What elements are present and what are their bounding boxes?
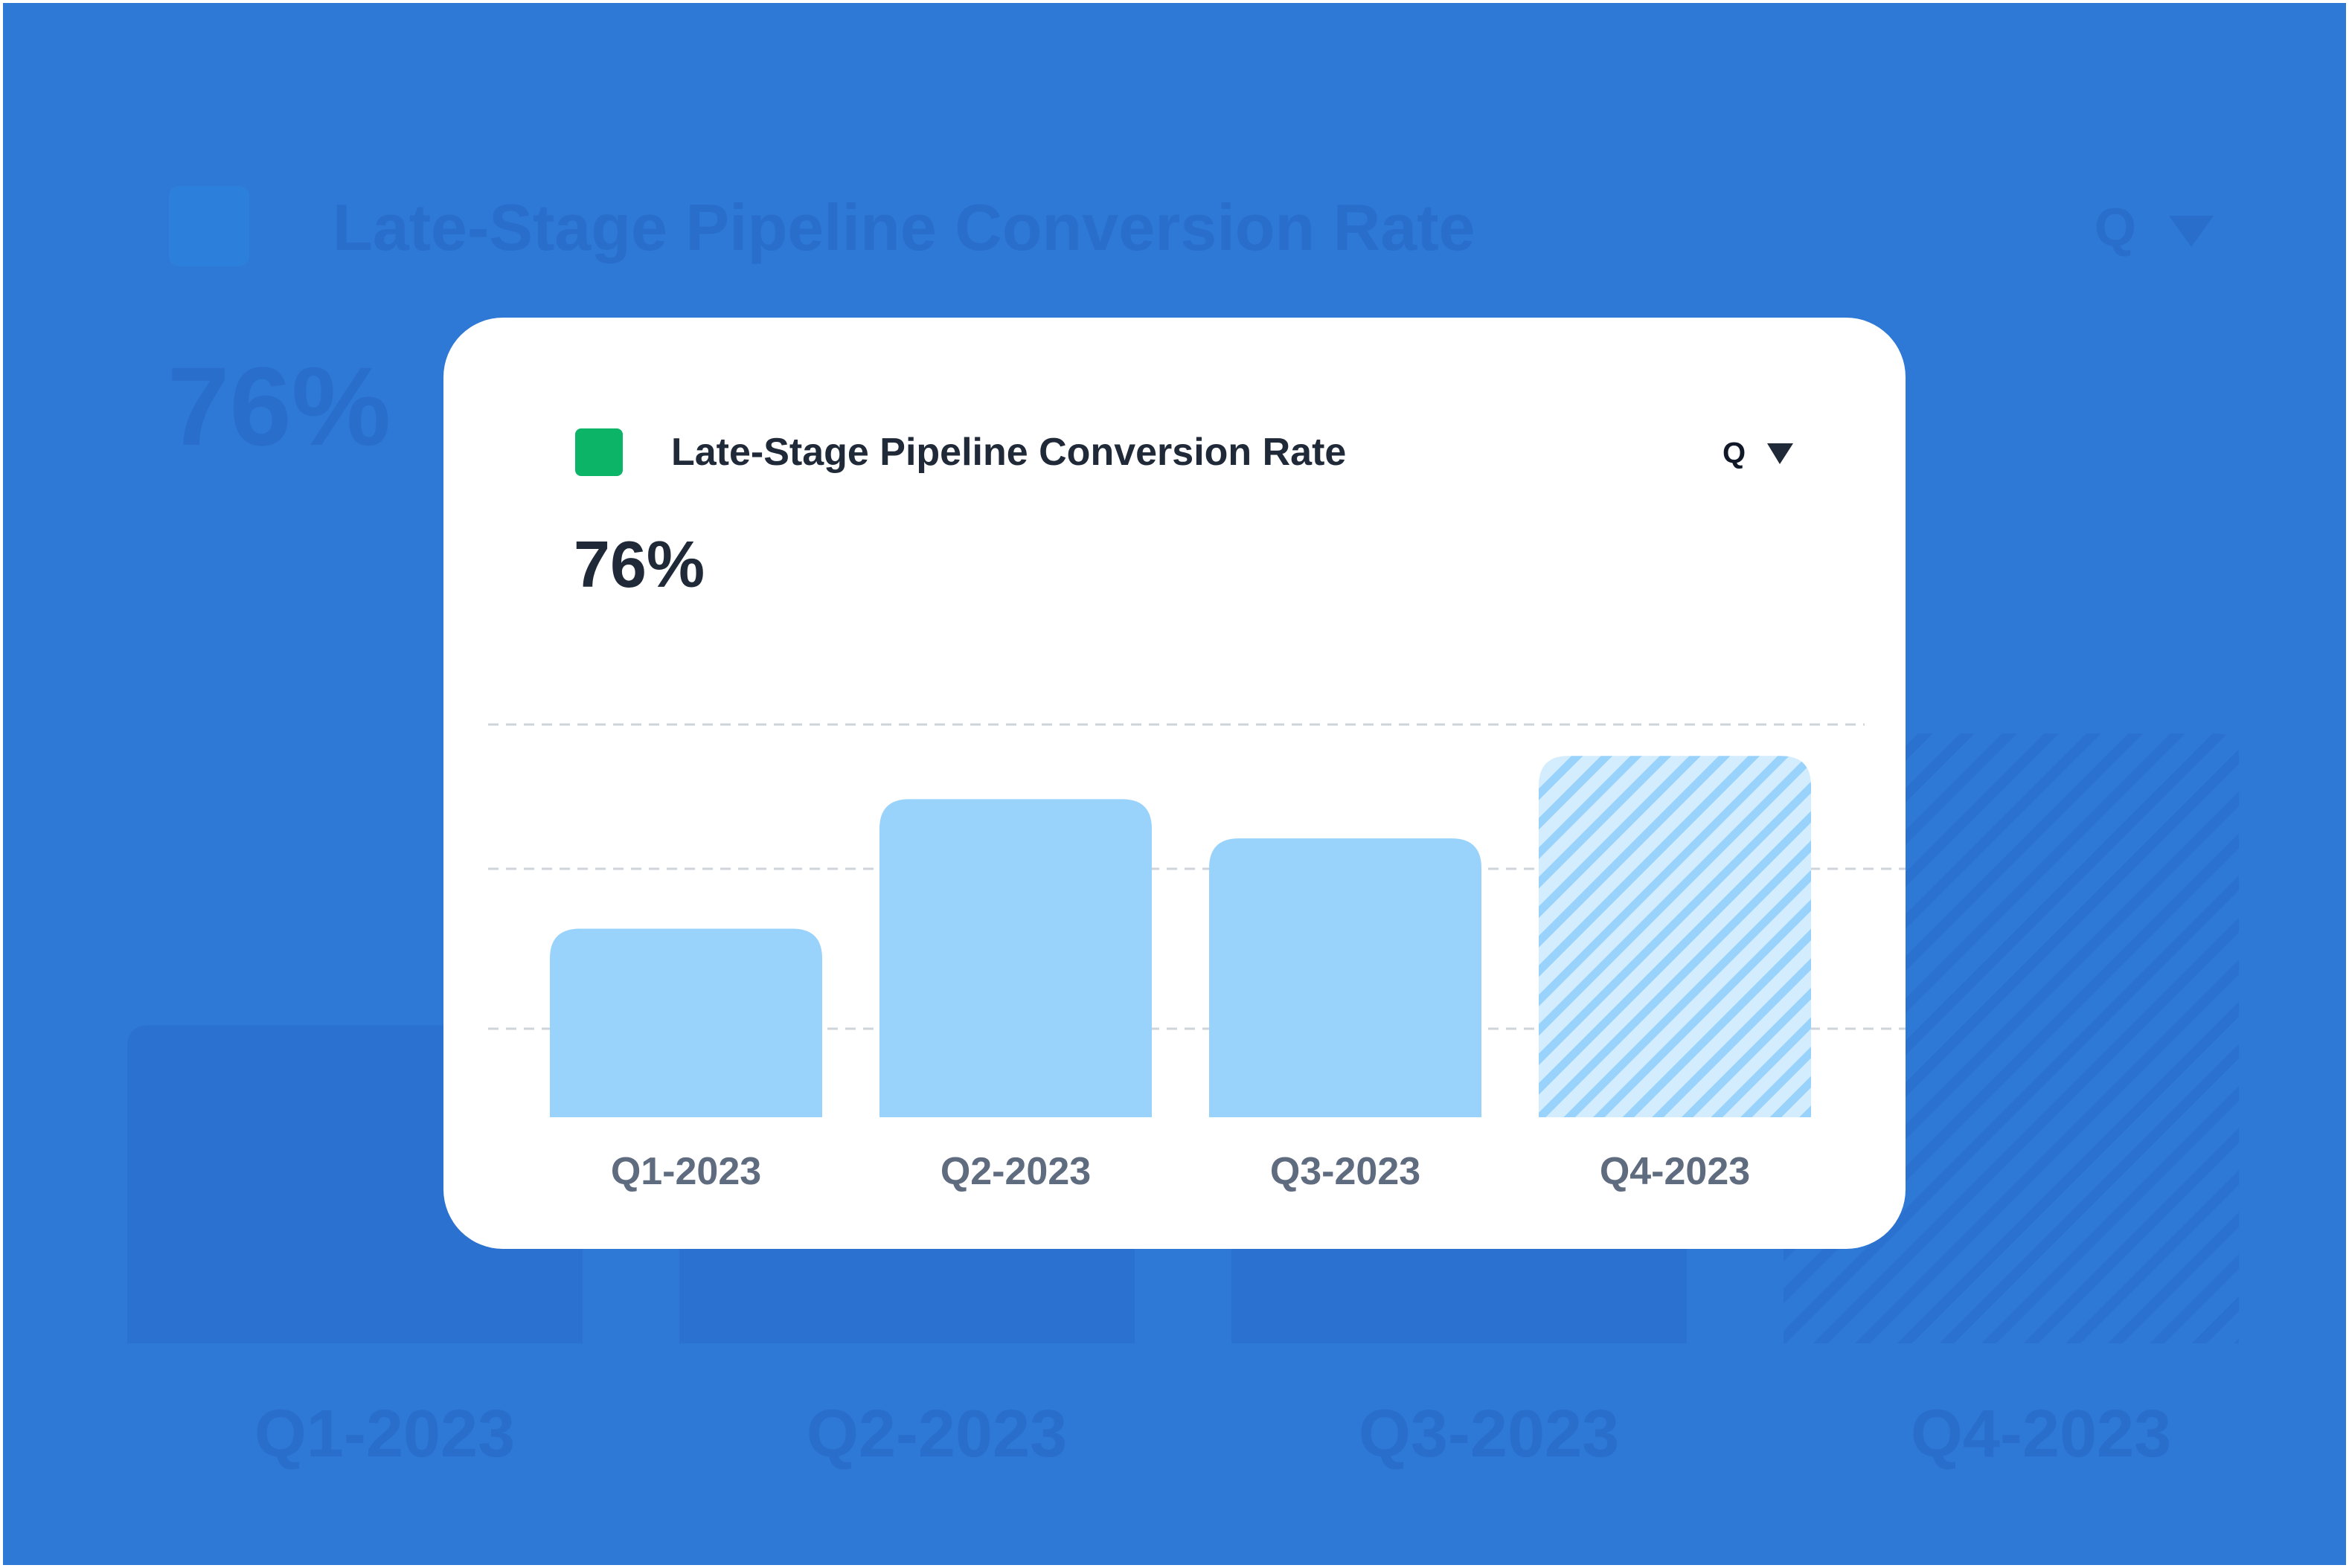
period-label[interactable]: Q — [1723, 437, 1746, 469]
bg-x-label: Q4-2023 — [1911, 1397, 2171, 1471]
bar — [550, 928, 822, 1117]
bg-headline: 76% — [167, 344, 391, 469]
bg-legend-swatch — [169, 186, 249, 266]
dropdown-caret[interactable] — [1767, 443, 1793, 464]
bg-title: Late-Stage Pipeline Conversion Rate — [333, 190, 1475, 264]
card-title: Late-Stage Pipeline Conversion Rate — [671, 431, 1346, 474]
period-dropdown[interactable]: Q — [1723, 437, 1793, 469]
x-tick-label: Q4-2023 — [1600, 1150, 1750, 1193]
legend-swatch — [575, 428, 623, 476]
x-tick-label: Q3-2023 — [1270, 1150, 1420, 1193]
bar — [879, 799, 1152, 1117]
card: Late-Stage Pipeline Conversion Rate Q 76… — [443, 318, 1906, 1249]
bar — [1539, 756, 1811, 1117]
bg-caret — [2169, 216, 2214, 247]
x-tick-label: Q1-2023 — [611, 1150, 761, 1193]
headline-value: 76% — [574, 527, 705, 601]
bg-x-label: Q3-2023 — [1359, 1397, 1619, 1471]
bg-period: Q — [2095, 198, 2136, 257]
x-tick-label: Q2-2023 — [940, 1150, 1091, 1193]
bg-x-label: Q1-2023 — [254, 1397, 515, 1471]
bar — [1209, 838, 1481, 1117]
bg-x-label: Q2-2023 — [807, 1397, 1067, 1471]
